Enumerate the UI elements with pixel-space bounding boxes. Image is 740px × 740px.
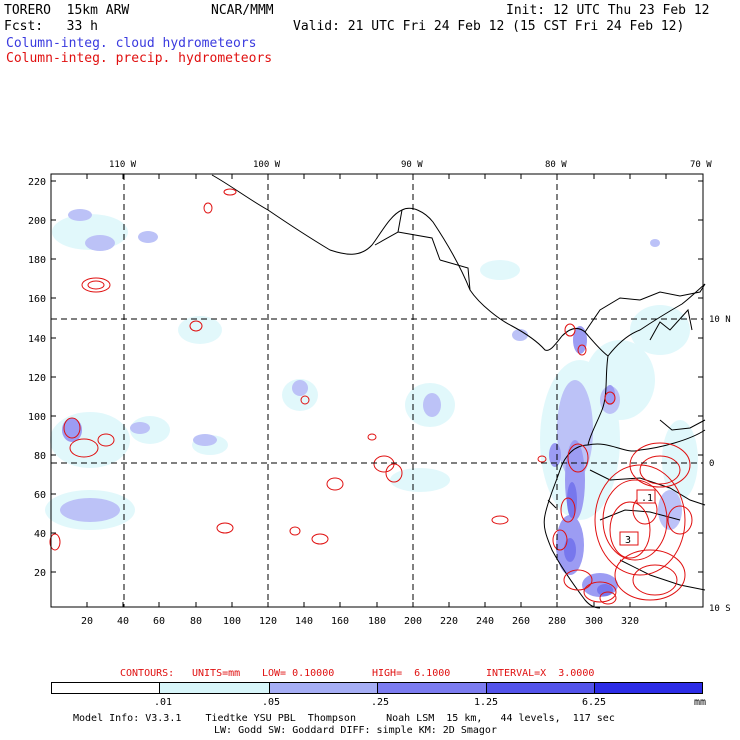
color-legend-bar: [51, 682, 703, 694]
org-label: NCAR/MMM: [211, 3, 274, 18]
valid-time: Valid: 21 UTC Fri 24 Feb 12 (15 CST Fri …: [293, 19, 685, 34]
legend-bin: [270, 683, 378, 693]
x-tick-label: 160: [331, 616, 349, 627]
x-tick-label: 20: [81, 616, 93, 627]
x-tick-label: 320: [621, 616, 639, 627]
legend-label: 1.25: [474, 697, 499, 708]
x-tick-label: 60: [153, 616, 165, 627]
field-precip-label: Column-integ. precip. hydrometeors: [6, 51, 273, 66]
lat-label-10s: 10 S: [709, 604, 731, 614]
y-tick-label: 20: [34, 568, 46, 579]
y-tick-label: 220: [28, 177, 46, 188]
lon-label-70w: 70 W: [690, 160, 712, 170]
y-tick-label: 100: [28, 412, 46, 423]
init-time: Init: 12 UTC Thu 23 Feb 12: [506, 3, 710, 18]
tick-marks: [51, 174, 703, 607]
y-tick-label: 140: [28, 334, 46, 345]
lat-label-0: 0: [709, 459, 714, 469]
legend-bin: [160, 683, 270, 693]
contour-label-boxes: [619, 489, 656, 546]
legend-label: .25: [371, 697, 390, 708]
lon-label-110w: 110 W: [109, 160, 137, 170]
y-tick-label: 120: [28, 373, 46, 384]
x-tick-label: 240: [476, 616, 494, 627]
coastline: [211, 174, 706, 609]
x-tick-label: 300: [585, 616, 603, 627]
lon-label-100w: 100 W: [253, 160, 281, 170]
lat-label-10n: 10 N: [709, 315, 731, 325]
lon-label-80w: 80 W: [545, 160, 567, 170]
contours-units: UNITS=mm: [192, 668, 241, 679]
y-tick-label: 80: [34, 451, 46, 462]
y-tick-label: 60: [34, 490, 46, 501]
contours-label: CONTOURS:: [120, 668, 175, 679]
legend-unit: mm: [694, 697, 707, 708]
contour-label-low: .1: [641, 493, 653, 504]
lon-label-90w: 90 W: [401, 160, 423, 170]
latlon-grid: [51, 174, 703, 607]
legend-bin: [595, 683, 702, 693]
x-tick-label: 100: [223, 616, 241, 627]
x-tick-label: 120: [259, 616, 277, 627]
model-info-line2: LW: Godd SW: Goddard DIFF: simple KM: 2D…: [214, 725, 497, 736]
y-tick-label: 200: [28, 216, 46, 227]
x-tick-label: 40: [117, 616, 129, 627]
cloud-shading: [45, 209, 698, 597]
legend-label: .01: [154, 697, 173, 708]
legend-bin: [378, 683, 487, 693]
legend-label: .05: [262, 697, 281, 708]
legend-bin: [52, 683, 160, 693]
precip-contours: [49, 188, 693, 605]
contour-label-high: 3: [625, 535, 631, 546]
forecast-hour: Fcst: 33 h: [4, 19, 98, 34]
y-tick-label: 40: [34, 529, 46, 540]
x-tick-label: 140: [295, 616, 313, 627]
x-tick-label: 80: [190, 616, 202, 627]
y-tick-label: 160: [28, 294, 46, 305]
contours-high: HIGH= 6.1000: [372, 668, 451, 679]
contours-low: LOW= 0.10000: [262, 668, 335, 679]
contours-interval: INTERVAL=X 3.0000: [486, 668, 595, 679]
legend-bin: [487, 683, 595, 693]
model-info-line1: Model Info: V3.3.1 Tiedtke YSU PBL Thomp…: [73, 713, 615, 724]
x-tick-label: 220: [440, 616, 458, 627]
model-title: TORERO 15km ARW: [4, 3, 130, 18]
x-tick-label: 260: [512, 616, 530, 627]
x-tick-label: 180: [368, 616, 386, 627]
y-tick-label: 180: [28, 255, 46, 266]
x-tick-label: 200: [404, 616, 422, 627]
field-cloud-label: Column-integ. cloud hydrometeors: [6, 36, 257, 51]
x-tick-label: 280: [548, 616, 566, 627]
legend-label: 6.25: [582, 697, 607, 708]
